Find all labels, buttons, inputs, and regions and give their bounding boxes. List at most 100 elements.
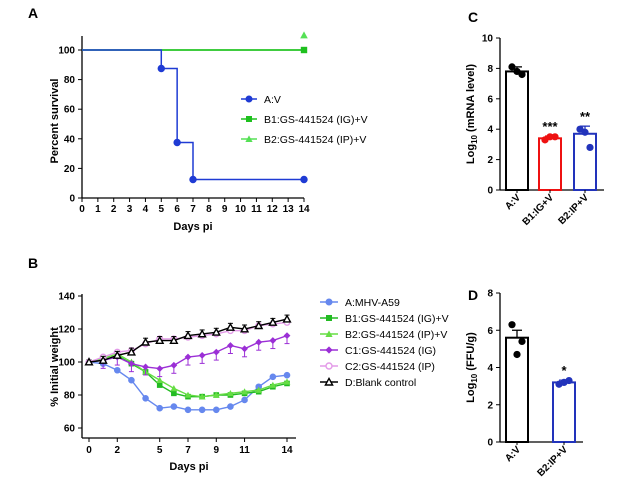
b-data-point <box>283 378 291 385</box>
b-data-point <box>98 355 108 364</box>
a-x-tick-label: 14 <box>298 204 310 215</box>
panel-label-c: C <box>468 9 478 25</box>
b-legend-marker <box>325 362 333 370</box>
a-y-tick-label: 40 <box>64 134 76 145</box>
b-x-tick-label: 14 <box>281 445 293 456</box>
a-data-point <box>300 46 308 54</box>
b-data-point <box>184 353 192 361</box>
b-data-point <box>269 373 277 381</box>
b-data-point <box>198 406 206 414</box>
b-data-point <box>156 365 164 372</box>
a-x-tick-label: 1 <box>95 204 101 215</box>
b-data-point <box>126 347 137 356</box>
d-y-tick-label: 2 <box>487 400 493 411</box>
a-series-line <box>82 49 304 181</box>
b-data-point <box>283 371 291 379</box>
b-data-point <box>198 393 206 400</box>
c-significance-label: ** <box>580 109 591 124</box>
d-data-point <box>508 321 516 329</box>
b-data-point <box>128 360 135 368</box>
b-legend-label: B2:GS-441524 (IP)+V <box>345 329 447 341</box>
b-data-point <box>184 406 192 414</box>
c-y-tick-label: 8 <box>487 64 493 75</box>
a-y-tick-label: 0 <box>69 194 75 205</box>
a-legend-marker <box>245 135 253 142</box>
a-y-axis-label: Percent survival <box>49 79 61 164</box>
b-legend-marker <box>326 315 332 321</box>
b-y-tick-label: 60 <box>64 424 76 435</box>
b-x-tick-label: 5 <box>157 445 163 456</box>
b-x-tick-label: 0 <box>86 445 92 456</box>
c-data-point <box>581 128 589 136</box>
b-data-point <box>254 320 264 330</box>
b-legend-marker <box>324 376 334 386</box>
b-legend-label: C2:GS-441524 (IP) <box>345 361 435 373</box>
b-data-point <box>156 404 164 412</box>
b-data-point <box>212 391 220 398</box>
b-data-point <box>198 352 206 359</box>
b-data-point <box>197 329 207 338</box>
b-data-point <box>227 342 234 349</box>
b-x-axis-label: Days pi <box>169 461 208 473</box>
b-y-tick-label: 120 <box>58 325 75 336</box>
d-y-tick-label: 4 <box>487 363 493 374</box>
b-legend-label: D:Blank control <box>345 377 416 389</box>
c-bar <box>538 137 562 192</box>
c-bar <box>573 132 597 191</box>
b-data-point <box>128 376 135 384</box>
b-x-tick-label: 2 <box>115 445 121 456</box>
a-legend-label: B2:GS-441524 (IP)+V <box>264 134 366 146</box>
a-legend-marker <box>245 95 253 103</box>
b-data-point <box>170 361 178 369</box>
b-data-point <box>241 388 248 395</box>
b-y-tick-label: 140 <box>58 292 75 303</box>
b-data-point <box>211 327 221 336</box>
c-data-point <box>513 67 521 76</box>
a-x-tick-label: 4 <box>143 204 149 215</box>
a-x-tick-label: 2 <box>111 204 117 215</box>
b-data-point <box>183 330 193 340</box>
c-y-axis-label: Log10 (mRNA level) <box>465 64 479 165</box>
a-x-axis-label: Days pi <box>173 221 212 233</box>
b-data-point <box>155 335 165 345</box>
d-bar <box>552 381 576 443</box>
a-x-tick-label: 13 <box>283 204 295 215</box>
c-data-point <box>508 63 516 71</box>
b-data-point <box>241 396 248 404</box>
b-data-point <box>142 395 149 402</box>
a-x-tick-label: 11 <box>251 204 262 215</box>
a-data-point <box>300 31 308 39</box>
c-y-tick-label: 10 <box>482 34 494 45</box>
a-x-tick-label: 5 <box>159 204 165 215</box>
d-y-axis-label: Log10 (FFU/g) <box>465 332 479 403</box>
a-x-tick-label: 8 <box>206 204 212 215</box>
panel-label-a: A <box>28 5 38 21</box>
b-x-tick-label: 9 <box>214 445 220 456</box>
c-bar <box>505 70 529 191</box>
b-data-point <box>113 366 121 374</box>
a-y-tick-label: 20 <box>64 164 76 175</box>
d-y-tick-label: 0 <box>487 438 493 449</box>
b-legend-marker <box>325 298 333 306</box>
c-y-tick-label: 4 <box>487 125 493 136</box>
a-x-tick-label: 9 <box>222 204 228 215</box>
b-data-point <box>171 390 177 397</box>
b-x-tick-label: 7 <box>185 445 191 456</box>
a-y-tick-label: 100 <box>58 46 75 57</box>
c-data-point <box>546 133 554 141</box>
a-x-tick-label: 3 <box>127 204 133 215</box>
d-y-tick-label: 6 <box>487 326 493 337</box>
b-data-point <box>282 314 292 323</box>
b-legend-marker <box>325 330 333 337</box>
b-data-point <box>227 403 234 410</box>
a-data-point <box>173 138 181 147</box>
a-x-tick-label: 0 <box>79 204 85 215</box>
a-y-tick-label: 60 <box>64 105 76 116</box>
c-x-tick-label: B1:IG+V <box>521 192 557 228</box>
c-significance-label: *** <box>542 119 558 134</box>
a-x-tick-label: 6 <box>174 204 180 215</box>
a-legend-label: B1:GS-441524 (IG)+V <box>264 114 368 126</box>
b-data-point <box>227 389 234 397</box>
b-data-point <box>283 332 291 339</box>
